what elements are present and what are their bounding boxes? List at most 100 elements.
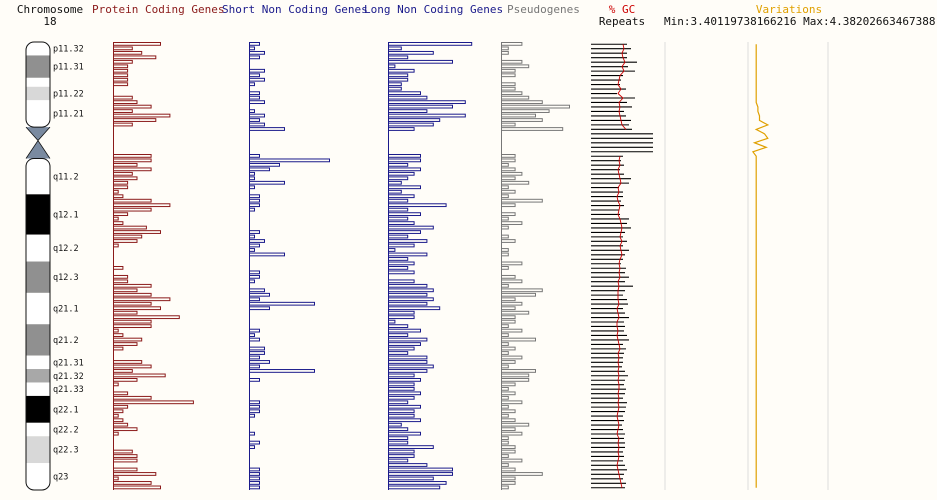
pseudogenes-bar <box>501 162 509 167</box>
band-label-q21-33: q21.33 <box>53 385 84 395</box>
long-non-coding-bar <box>388 42 473 46</box>
band-label-q21-31: q21.31 <box>53 358 84 368</box>
protein-coding-bar <box>113 400 194 405</box>
short-non-coding-bar <box>249 234 255 239</box>
ideogram-band <box>26 382 50 396</box>
long-non-coding-bar <box>388 404 421 409</box>
long-non-coding-bar <box>388 346 415 351</box>
long-non-coding-bar <box>388 382 415 387</box>
protein-coding-bar <box>113 171 133 176</box>
pseudogenes-bar <box>501 198 543 203</box>
pseudogenes-bar <box>501 427 516 432</box>
long-non-coding-bar <box>388 395 415 400</box>
protein-coding-bar <box>113 68 129 73</box>
long-non-coding-bar <box>388 485 441 490</box>
protein-coding-bar <box>113 198 152 203</box>
protein-coding-bar <box>113 194 124 199</box>
long-non-coding-bar <box>388 95 428 100</box>
protein-coding-bar <box>113 42 161 46</box>
long-non-coding-bar <box>388 198 409 203</box>
protein-coding-bar <box>113 288 138 293</box>
pseudogenes-header[interactable]: Pseudogenes <box>507 3 580 16</box>
short-non-coding-bar <box>249 413 255 418</box>
ideogram-band <box>26 194 50 235</box>
short-non-coding-bar <box>249 328 260 333</box>
pseudogenes-bar <box>501 364 509 369</box>
short-non-coding-bar <box>249 279 255 284</box>
protein-coding-bar <box>113 337 143 342</box>
pseudogenes-bar <box>501 413 509 418</box>
chromosome-label: Chromosome <box>16 3 84 16</box>
pseudogenes-bar <box>501 118 543 122</box>
long-non-coding-bar <box>388 288 434 293</box>
long-non-coding-header[interactable]: Long Non Coding Genes <box>364 3 504 16</box>
long-non-coding-bar <box>388 234 409 239</box>
ideogram-band <box>26 261 50 293</box>
short-non-coding-bar <box>249 46 255 51</box>
pseudogenes-bar <box>501 449 516 454</box>
chromosome-number: 18 <box>43 15 57 28</box>
long-non-coding-bar <box>388 409 415 414</box>
variations-line <box>751 44 770 488</box>
long-non-coding-bar <box>388 91 421 96</box>
protein-coding-bar <box>113 382 119 387</box>
long-non-coding-bar <box>388 194 415 199</box>
protein-coding-bar <box>113 46 133 51</box>
long-non-coding-bar <box>388 203 447 208</box>
chromosome-header: Chromosome 18 <box>12 4 88 28</box>
protein-coding-bar <box>113 395 152 400</box>
pseudogenes-bar <box>501 355 523 360</box>
long-non-coding-bar <box>388 400 409 405</box>
pseudogenes-bar <box>501 180 530 185</box>
protein-coding-bar <box>113 279 129 284</box>
protein-coding-bar <box>113 476 119 481</box>
short-non-coding-bar <box>249 404 260 409</box>
pseudogenes-bar <box>501 301 523 306</box>
band-label-q12-3: q12.3 <box>53 273 79 283</box>
protein-coding-bar <box>113 378 138 382</box>
pseudogenes-bar <box>501 328 523 333</box>
protein-coding-bar <box>113 324 152 329</box>
variations-title[interactable]: Variations <box>755 3 823 16</box>
protein-coding-bar <box>113 100 138 105</box>
pseudogenes-bar <box>501 113 536 118</box>
long-non-coding-bar <box>388 266 409 270</box>
pseudogenes-bar <box>501 386 509 391</box>
repeats-header[interactable]: Repeats <box>598 15 646 28</box>
short-non-coding-bar <box>249 364 260 369</box>
gc-header[interactable]: % GC <box>608 3 636 16</box>
long-non-coding-bar <box>388 104 453 109</box>
ideogram-band <box>26 234 50 262</box>
protein-coding-header[interactable]: Protein Coding Genes <box>92 3 225 16</box>
protein-coding-bar <box>113 297 171 302</box>
short-non-coding-bar <box>249 77 265 82</box>
long-non-coding-bar <box>388 413 415 418</box>
pseudogenes-bar <box>501 189 516 194</box>
pseudogenes-bar <box>501 279 523 284</box>
protein-coding-bar <box>113 481 152 485</box>
long-non-coding-bar <box>388 386 415 391</box>
protein-coding-bar <box>113 104 152 109</box>
pseudogenes-bar <box>501 59 523 64</box>
long-non-coding-bar <box>388 355 428 360</box>
short-non-coding-header[interactable]: Short Non Coding Genes <box>222 3 368 16</box>
long-non-coding-bar <box>388 342 421 346</box>
long-non-coding-bar <box>388 418 421 423</box>
pseudogenes-bar <box>501 158 516 163</box>
long-non-coding-bar <box>388 445 434 449</box>
short-non-coding-bar <box>249 207 255 212</box>
pseudogenes-bar <box>501 225 509 230</box>
short-non-coding-bar <box>249 355 260 360</box>
pseudogenes-bar <box>501 42 523 46</box>
protein-coding-bar <box>113 328 119 333</box>
protein-coding-bar <box>113 234 143 239</box>
short-non-coding-bar <box>249 127 285 131</box>
variations-header: Variations Min:3.40119738166216 Max:4.38… <box>664 3 936 28</box>
ideogram-band <box>26 463 50 490</box>
pseudogenes-bar <box>501 68 516 73</box>
short-non-coding-bar <box>249 82 255 87</box>
band-label-q21-32: q21.32 <box>53 372 84 382</box>
short-non-coding-bar <box>249 248 255 252</box>
pseudogenes-bar <box>501 288 543 293</box>
long-non-coding-bar <box>388 118 441 122</box>
